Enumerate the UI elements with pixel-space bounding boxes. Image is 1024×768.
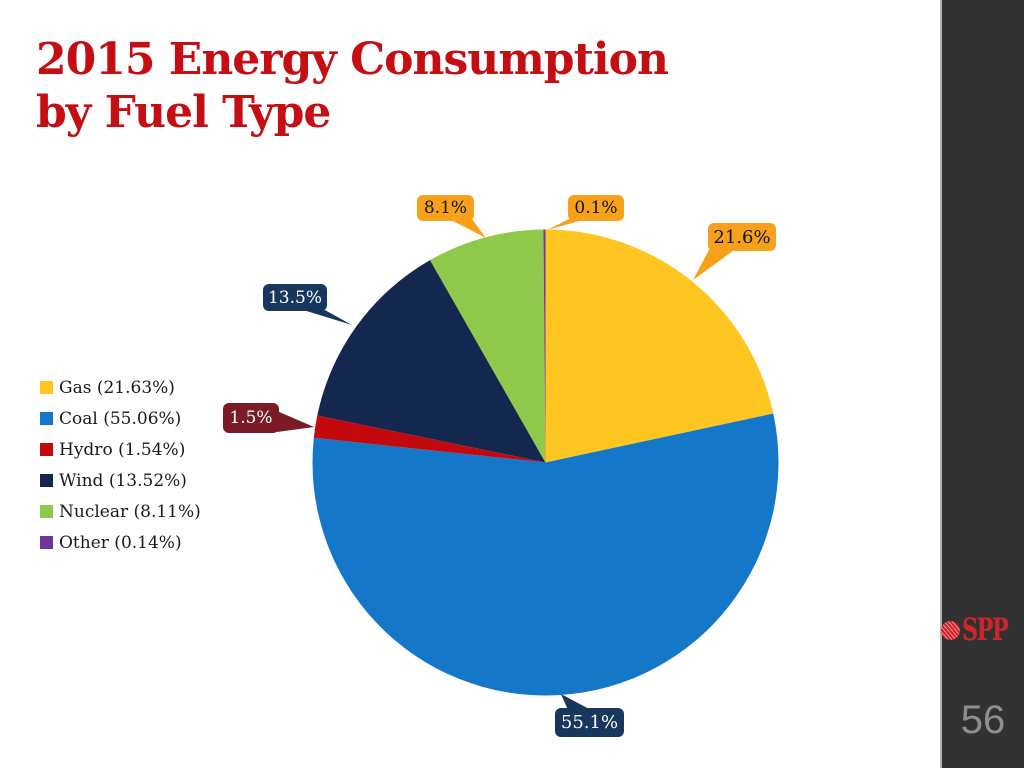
globe-icon	[941, 621, 960, 640]
callout-other-value: 0.1%	[574, 198, 618, 218]
callout-gas-value: 21.6%	[713, 226, 771, 248]
callout-hydro: 1.5%	[223, 403, 279, 433]
slide-title-line1: 2015 Energy Consumption	[36, 34, 669, 85]
pie-slice-nuclear	[430, 229, 546, 463]
legend-item-gas: Gas (21.63%)	[40, 372, 201, 403]
pie-slice-other	[543, 229, 546, 463]
callout-gas: 21.6%	[708, 223, 776, 251]
legend-item-hydro: Hydro (1.54%)	[40, 434, 201, 465]
pie-chart-svg	[312, 229, 779, 696]
legend-swatch-nuclear	[40, 505, 53, 518]
callout-coal-value: 55.1%	[560, 712, 619, 733]
legend-swatch-hydro	[40, 443, 53, 456]
callout-coal: 55.1%	[555, 708, 624, 737]
pie-slice-coal	[312, 413, 779, 696]
slide-title: 2015 Energy Consumption by Fuel Type	[36, 34, 756, 140]
legend-item-wind: Wind (13.52%)	[40, 465, 201, 496]
legend-label-hydro: Hydro (1.54%)	[59, 439, 186, 460]
callout-nuclear: 8.1%	[417, 195, 474, 221]
pie-slice-gas	[545, 229, 774, 463]
pie-slice-wind	[317, 260, 546, 463]
callout-tail-hydro	[277, 411, 314, 432]
legend-label-wind: Wind (13.52%)	[59, 470, 187, 491]
legend-swatch-wind	[40, 474, 53, 487]
callout-other: 0.1%	[568, 195, 624, 221]
legend-label-other: Other (0.14%)	[59, 532, 182, 553]
slide-title-line2: by Fuel Type	[36, 86, 331, 138]
spp-wordmark: SPP	[962, 612, 1009, 648]
legend-swatch-gas	[40, 381, 53, 394]
legend-label-coal: Coal (55.06%)	[59, 408, 182, 429]
callout-nuclear-value: 8.1%	[423, 198, 468, 218]
spp-logo: SPP	[941, 612, 1024, 648]
legend-swatch-coal	[40, 412, 53, 425]
legend-item-coal: Coal (55.06%)	[40, 403, 201, 434]
pie-slice-hydro	[313, 415, 546, 463]
sidebar: SPP 56	[940, 0, 1024, 768]
legend-swatch-other	[40, 536, 53, 549]
legend-label-gas: Gas (21.63%)	[59, 377, 175, 398]
chart-legend: Gas (21.63%) Coal (55.06%) Hydro (1.54%)…	[40, 372, 201, 558]
callout-wind: 13.5%	[263, 284, 327, 311]
legend-item-other: Other (0.14%)	[40, 527, 201, 558]
callout-hydro-value: 1.5%	[229, 408, 273, 428]
callout-wind-value: 13.5%	[267, 287, 322, 308]
legend-label-nuclear: Nuclear (8.11%)	[59, 501, 201, 522]
legend-item-nuclear: Nuclear (8.11%)	[40, 496, 201, 527]
page-number: 56	[960, 698, 1006, 742]
